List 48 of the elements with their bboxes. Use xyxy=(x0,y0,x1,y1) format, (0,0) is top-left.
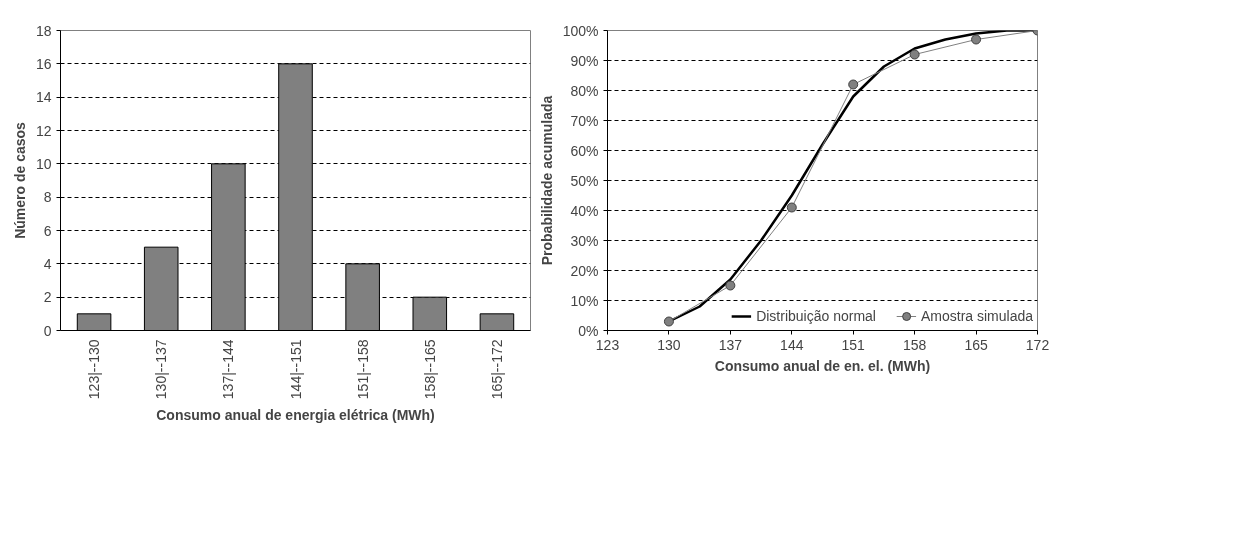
point xyxy=(971,34,982,45)
legend-label: Amostra simulada xyxy=(920,308,1033,324)
point xyxy=(663,316,674,327)
y-tick-label: 0 xyxy=(43,322,52,339)
y-tick-label: 4 xyxy=(43,255,52,272)
x-tick-label: 158 xyxy=(902,336,927,353)
x-tick-label: 151|--158 xyxy=(354,339,371,400)
x-tick-label: 172 xyxy=(1025,336,1050,353)
y-tick-label: 10 xyxy=(35,155,52,172)
y-tick-label: 2 xyxy=(43,289,52,306)
y-tick-label: 8 xyxy=(43,189,52,206)
x-tick-label: 158|--165 xyxy=(421,339,438,400)
y-tick-label: 14 xyxy=(35,89,52,106)
y-tick-label: 60% xyxy=(570,142,599,159)
y-tick-label: 100% xyxy=(562,22,599,39)
x-tick-label: 130 xyxy=(657,336,681,353)
x-axis-title: Consumo anual de energia elétrica (MWh) xyxy=(156,407,435,424)
y-axis-title: Número de casos xyxy=(11,121,28,239)
legend-label: Distribuição normal xyxy=(756,308,876,324)
point xyxy=(848,79,859,90)
x-tick-label: 130|--137 xyxy=(153,339,170,400)
y-tick-label: 40% xyxy=(570,202,599,219)
y-tick-label: 30% xyxy=(570,232,599,249)
y-tick-label: 50% xyxy=(570,172,599,189)
x-tick-label: 137 xyxy=(718,336,743,353)
x-tick-label: 123|--130 xyxy=(86,339,103,400)
x-tick-label: 144 xyxy=(780,336,804,353)
x-axis-title: Consumo anual de en. el. (MWh) xyxy=(714,357,931,374)
y-tick-label: 6 xyxy=(43,222,52,239)
point xyxy=(909,49,920,60)
y-tick-label: 16 xyxy=(35,55,52,72)
y-tick-label: 90% xyxy=(570,52,599,69)
x-tick-label: 165|--172 xyxy=(488,339,505,400)
x-tick-label: 137|--144 xyxy=(220,339,237,400)
y-axis-title: Probabilidade acumulada xyxy=(538,95,555,266)
x-tick-label: 123 xyxy=(595,336,620,353)
x-tick-label: 144|--151 xyxy=(287,339,304,400)
y-tick-label: 80% xyxy=(570,82,599,99)
point xyxy=(786,202,797,213)
x-tick-label: 165 xyxy=(964,336,988,353)
point xyxy=(725,280,736,291)
y-tick-label: 10% xyxy=(570,292,599,309)
y-tick-label: 12 xyxy=(35,122,52,139)
y-tick-label: 20% xyxy=(570,262,599,279)
y-tick-label: 18 xyxy=(35,22,52,39)
y-tick-label: 0% xyxy=(578,322,599,339)
y-tick-label: 70% xyxy=(570,112,599,129)
x-tick-label: 151 xyxy=(841,336,866,353)
